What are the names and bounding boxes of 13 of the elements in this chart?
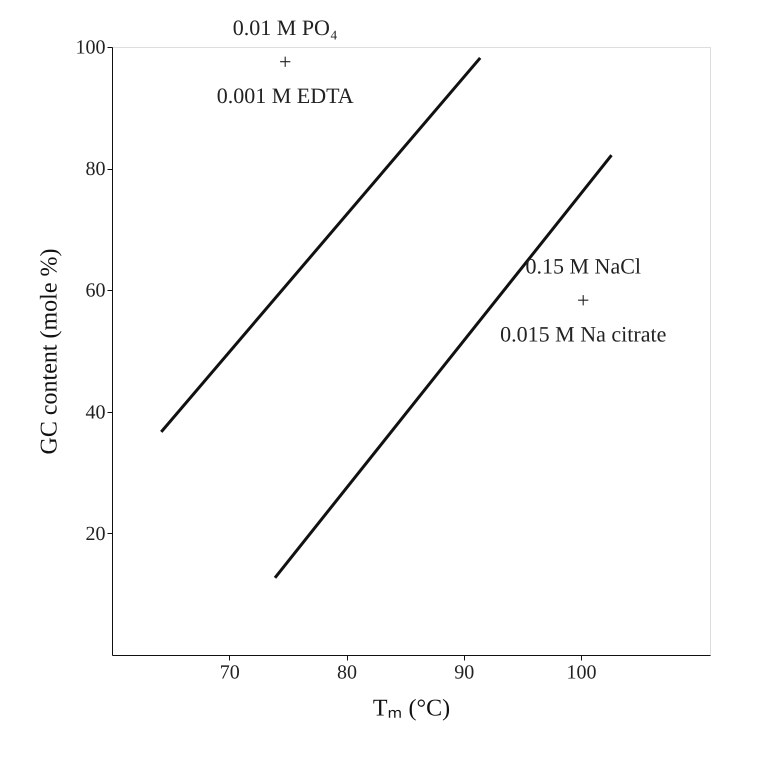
x-tick-label: 90 <box>454 662 474 684</box>
x-tick-label: 70 <box>220 662 240 684</box>
x-tick-label: 80 <box>337 662 358 684</box>
y-tick-label: 40 <box>86 401 106 424</box>
series-label: 0.15 M NaCl + 0.015 M Na citrate <box>500 254 666 347</box>
y-axis-title: GC content (mole %) <box>36 248 62 454</box>
y-tick-label: 80 <box>86 158 106 180</box>
y-tick-label: 100 <box>76 36 106 58</box>
text: 0.01 M PO₄ + 0.001 M EDTA <box>216 14 354 108</box>
y-tick-label: 60 <box>86 280 106 302</box>
x-axis-title: Tₘ (°C) <box>372 696 450 722</box>
x-tick-label: 100 <box>566 662 597 684</box>
y-tick-label: 20 <box>86 522 106 545</box>
